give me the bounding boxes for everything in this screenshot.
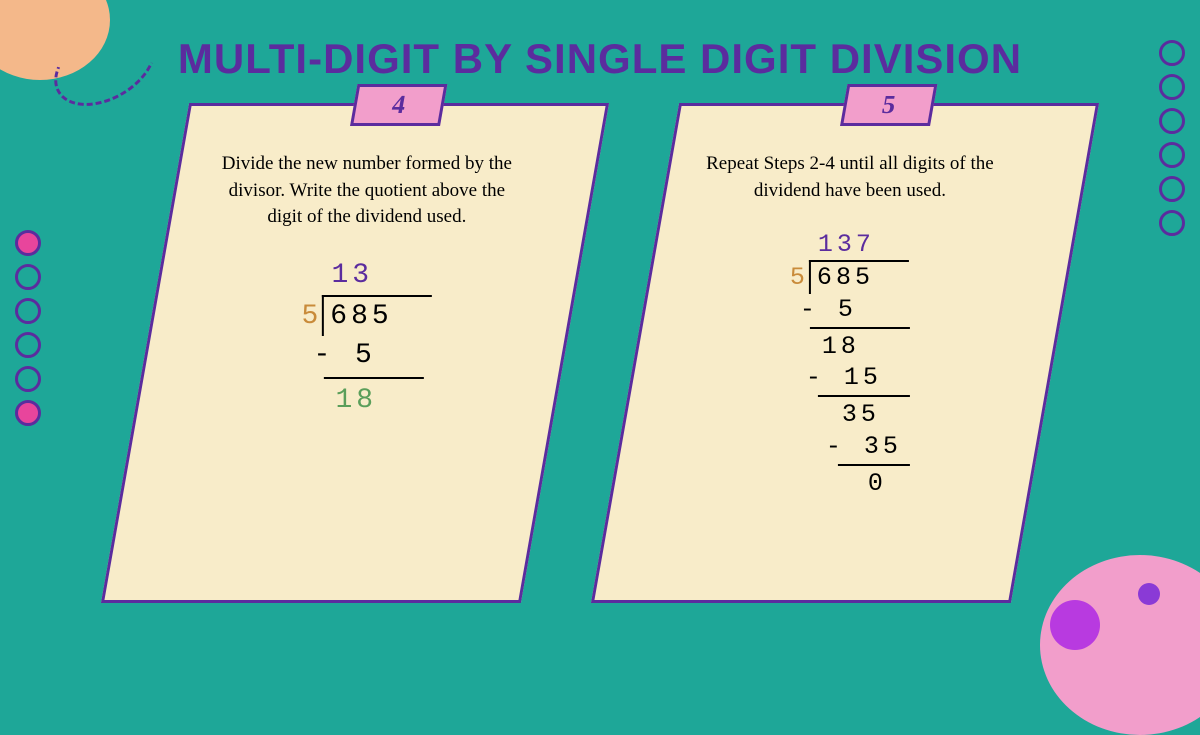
- subtract-step: - 5: [313, 336, 375, 375]
- decorative-dot-large: [1050, 600, 1100, 650]
- cards-container: 4 Divide the new number formed by the di…: [0, 103, 1200, 603]
- dividend-value: 685: [322, 295, 432, 336]
- subtract-step-2: - 15: [806, 362, 882, 393]
- long-division-work: 13 5 685 - 5 18: [301, 256, 432, 421]
- subtract-step-1: - 5: [800, 294, 857, 325]
- final-result: 0: [868, 468, 887, 499]
- badge-number: 4: [390, 90, 408, 120]
- division-rule: [810, 327, 910, 329]
- quotient-value: 137: [818, 229, 875, 260]
- dividend-value: 685: [809, 260, 909, 293]
- page-title: MULTI-DIGIT BY SINGLE DIGIT DIVISION: [0, 0, 1200, 83]
- quotient-value: 13: [331, 256, 373, 295]
- step-card-4: 4 Divide the new number formed by the di…: [101, 103, 609, 603]
- long-division-work: 137 5 685 - 5 18 - 15: [790, 229, 910, 499]
- division-rule: [838, 464, 910, 466]
- step-badge: 4: [350, 84, 447, 126]
- subtract-step-3: - 35: [826, 431, 902, 462]
- circle-icon: [1159, 74, 1185, 100]
- circle-icon: [1159, 40, 1185, 66]
- partial-result-1: 18: [822, 331, 860, 362]
- step-badge: 5: [840, 84, 937, 126]
- divisor-value: 5: [790, 262, 809, 293]
- badge-number: 5: [880, 90, 898, 120]
- division-rule: [323, 377, 423, 379]
- division-rule: [818, 395, 910, 397]
- step-instructions: Repeat Steps 2-4 until all digits of the…: [673, 151, 1027, 204]
- divisor-value: 5: [301, 297, 322, 336]
- step-card-5: 5 Repeat Steps 2-4 until all digits of t…: [591, 103, 1099, 603]
- step-instructions: Divide the new number formed by the divi…: [190, 151, 544, 231]
- partial-result-2: 35: [842, 399, 880, 430]
- partial-result: 18: [335, 381, 377, 420]
